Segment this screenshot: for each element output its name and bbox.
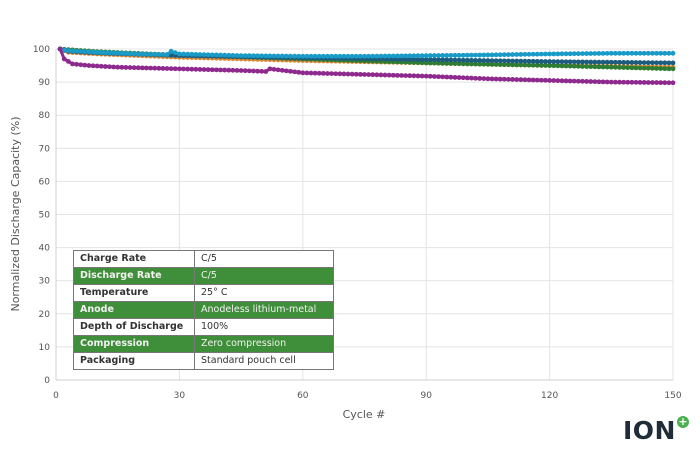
x-tick-label: 60 — [297, 391, 309, 401]
data-series — [57, 46, 676, 86]
x-tick-label: 0 — [53, 391, 59, 401]
table-row: Charge Rate C/5 — [73, 250, 334, 268]
series-line — [57, 46, 676, 59]
x-axis-ticks: 0 30 60 90 120 150 — [53, 391, 682, 401]
y-tick-label: 100 — [33, 45, 50, 55]
y-tick-label: 40 — [39, 244, 51, 254]
y-tick-label: 50 — [39, 211, 51, 221]
row-value: C/5 — [194, 267, 334, 285]
row-value: Standard pouch cell — [194, 352, 334, 370]
row-key: Temperature — [73, 284, 195, 302]
y-tick-label: 0 — [44, 376, 50, 386]
row-value: Anodeless lithium-metal — [194, 301, 334, 319]
row-value: Zero compression — [194, 335, 334, 353]
row-key: Depth of Discharge — [73, 318, 195, 336]
y-tick-label: 90 — [39, 78, 51, 88]
plus-badge-icon: + — [677, 415, 689, 428]
row-value: 25° C — [194, 284, 334, 302]
x-tick-label: 90 — [420, 391, 432, 401]
x-tick-label: 30 — [174, 391, 186, 401]
table-row: Packaging Standard pouch cell — [73, 352, 334, 370]
y-tick-label: 10 — [39, 343, 51, 353]
row-key: Packaging — [73, 352, 195, 370]
y-tick-label: 20 — [39, 310, 51, 320]
y-axis-ticks: 0 10 20 30 40 50 60 70 80 90 100 — [33, 45, 50, 386]
row-value: C/5 — [194, 250, 334, 268]
x-tick-label: 150 — [664, 391, 681, 401]
table-row: Compression Zero compression — [73, 335, 334, 353]
table-row: Temperature 25° C — [73, 284, 334, 302]
y-tick-label: 80 — [39, 111, 51, 121]
table-row: Depth of Discharge 100% — [73, 318, 334, 336]
series-line — [57, 46, 676, 86]
y-tick-label: 30 — [39, 277, 51, 287]
table-row: Anode Anodeless lithium-metal — [73, 301, 334, 319]
x-tick-label: 120 — [541, 391, 558, 401]
y-tick-label: 60 — [39, 177, 51, 187]
row-key: Discharge Rate — [73, 267, 195, 285]
x-axis-label: Cycle # — [343, 408, 386, 421]
table-row: Discharge Rate C/5 — [73, 267, 334, 285]
ion-logo: ION — [623, 416, 676, 445]
test-conditions-table: Charge Rate C/5 Discharge Rate C/5 Temperatu… — [73, 250, 334, 370]
y-tick-label: 70 — [39, 144, 51, 154]
y-axis-label: Normalized Discharge Capacity (%) — [9, 116, 22, 311]
row-key: Anode — [73, 301, 195, 319]
row-key: Compression — [73, 335, 195, 353]
row-value: 100% — [194, 318, 334, 336]
row-key: Charge Rate — [73, 250, 195, 268]
